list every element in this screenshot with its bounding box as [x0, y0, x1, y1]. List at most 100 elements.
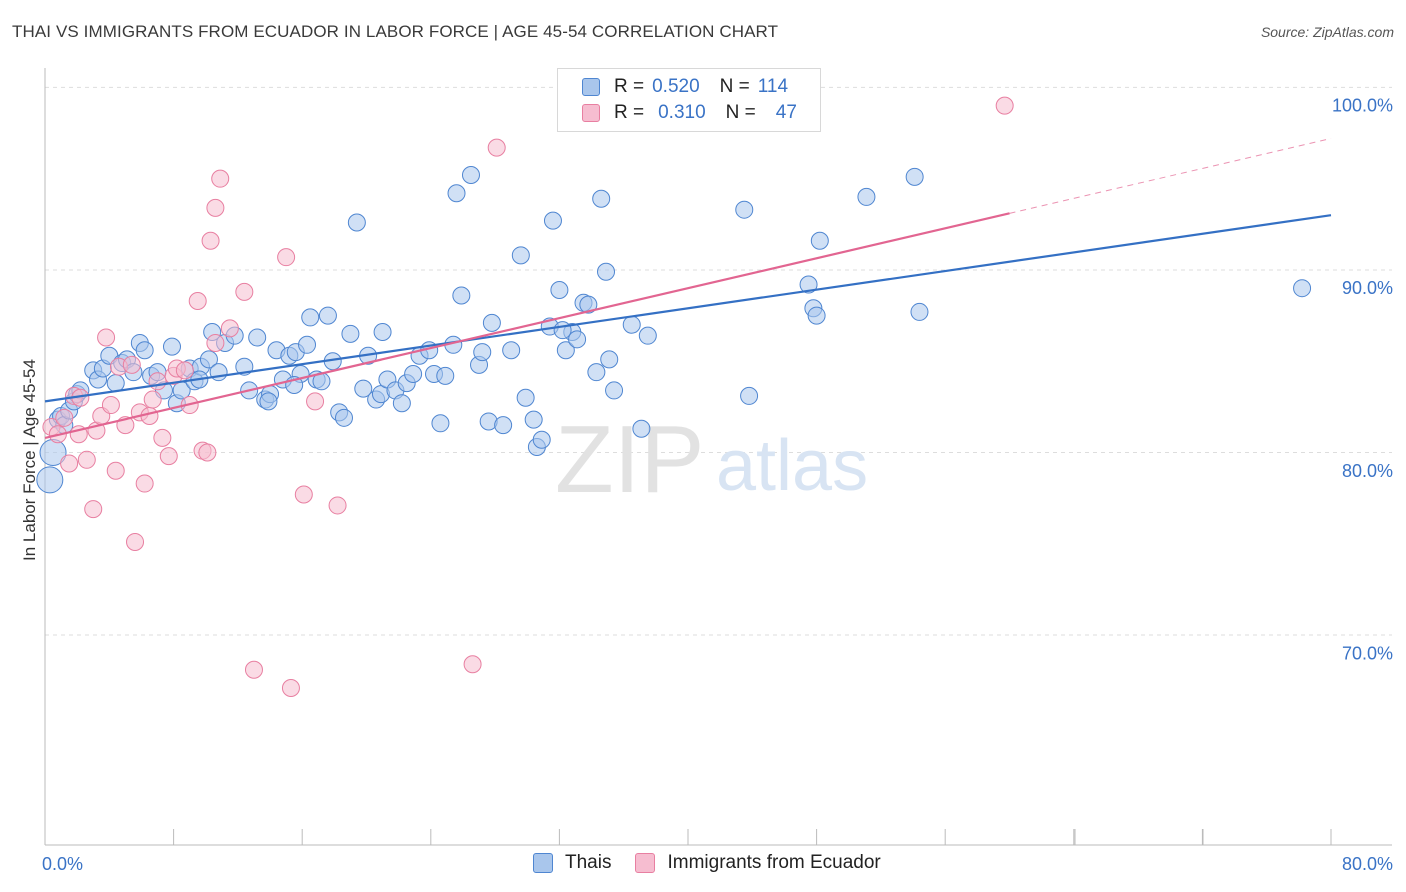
- thais-point: [199, 350, 218, 369]
- ecuador-point: [175, 361, 194, 380]
- ecuador-point: [463, 655, 482, 674]
- ecuador-point: [148, 372, 167, 391]
- thais-point: [36, 466, 64, 494]
- thais-point: [568, 330, 587, 349]
- series-legend: Thais Immigrants from Ecuador: [533, 852, 905, 874]
- legend-n-value: 47: [775, 102, 797, 123]
- ecuador-point: [106, 461, 125, 480]
- thais-point: [910, 302, 929, 321]
- watermark-zip: ZIP: [555, 406, 704, 513]
- legend-r-value: 0.520: [652, 76, 700, 97]
- ecuador-point: [55, 408, 74, 427]
- source-credit: Source: ZipAtlas.com: [1260, 24, 1394, 40]
- thais-point: [543, 211, 562, 230]
- ecuador-point: [281, 679, 300, 697]
- thais-point: [550, 281, 569, 300]
- thais-point: [740, 386, 759, 405]
- thais-points: [36, 96, 1312, 494]
- thais-point: [592, 189, 611, 208]
- thais-legend-swatch: [533, 853, 553, 873]
- thais-point: [556, 341, 575, 360]
- ecuador-point: [135, 474, 154, 493]
- thais-point: [341, 324, 360, 343]
- chart-title: THAI VS IMMIGRANTS FROM ECUADOR IN LABOR…: [12, 22, 779, 41]
- ecuador-point: [306, 392, 325, 411]
- y-tick-label: 100.0%: [1332, 96, 1393, 116]
- ecuador-point: [84, 500, 103, 519]
- thais-point: [524, 410, 543, 429]
- watermark-atlas: atlas: [716, 426, 868, 506]
- thais-point: [461, 166, 480, 185]
- ecuador-point: [487, 138, 506, 157]
- thais-point: [162, 337, 181, 356]
- thais-point: [135, 341, 154, 360]
- thais-point: [301, 308, 320, 327]
- thais-point: [502, 341, 521, 360]
- thais-point: [248, 328, 267, 347]
- thais-point: [600, 350, 619, 369]
- legend-item-ecuador: Immigrants from Ecuador: [635, 852, 881, 874]
- ecuador-point: [159, 447, 178, 466]
- thais-point: [436, 366, 455, 385]
- thais-point: [553, 321, 572, 340]
- thais-point: [473, 343, 492, 362]
- thais-point: [799, 275, 818, 294]
- legend-row-ecuador: R = 0.310 N = 47: [582, 101, 797, 125]
- ecuador-point: [277, 248, 296, 267]
- y-tick-label: 70.0%: [1342, 643, 1393, 663]
- ecuador-point: [244, 660, 263, 679]
- ecuador-point: [122, 355, 141, 374]
- thais-point: [587, 363, 606, 382]
- ecuador-point: [206, 198, 225, 217]
- ecuador-point: [328, 496, 347, 515]
- thais-point: [597, 262, 616, 281]
- legend-n-label: N =: [719, 76, 750, 97]
- thais-point: [482, 313, 501, 332]
- thais-point: [298, 335, 317, 354]
- thais-point: [638, 326, 657, 345]
- legend-n-value: 114: [757, 76, 789, 97]
- thais-point: [354, 379, 373, 398]
- legend-r-label: R =: [614, 76, 645, 97]
- ecuador-point: [995, 96, 1014, 115]
- thais-point: [452, 286, 471, 305]
- y-tick-label: 90.0%: [1342, 278, 1393, 298]
- thais-point: [373, 323, 392, 342]
- thais-point: [622, 315, 641, 334]
- thais-point: [579, 295, 598, 314]
- ecuador-legend-swatch: [635, 853, 656, 873]
- thais-point: [605, 381, 624, 400]
- thais-point: [735, 200, 754, 219]
- trend-lines: [44, 138, 1332, 439]
- ecuador-swatch: [582, 104, 600, 122]
- thais-point: [404, 365, 423, 383]
- x-tick-label: 0.0%: [42, 854, 83, 874]
- legend-r-label: R =: [614, 102, 645, 123]
- tick-labels: 100.0% 90.0% 80.0% 70.0% 0.0% 80.0%: [42, 96, 1393, 874]
- ecuador-point: [201, 231, 220, 250]
- thais-point: [259, 392, 278, 411]
- ecuador-trend-line: [44, 212, 1010, 439]
- thais-legend-label: Thais: [565, 852, 612, 873]
- thais-point: [392, 394, 411, 413]
- x-tick-label: 80.0%: [1342, 854, 1393, 874]
- ecuador-point: [188, 291, 207, 310]
- legend-n-label: N =: [725, 102, 756, 123]
- ecuador-point: [211, 169, 230, 188]
- watermark: ZIP atlas: [555, 406, 868, 513]
- thais-point: [532, 430, 551, 449]
- ecuador-point: [206, 333, 225, 352]
- thais-point: [516, 388, 535, 407]
- thais-point: [632, 419, 651, 438]
- ecuador-point: [97, 328, 116, 347]
- thais-trend-line: [44, 214, 1332, 403]
- legend-row-thais: R = 0.520 N = 114: [582, 75, 788, 99]
- ecuador-point: [235, 282, 254, 301]
- thais-point: [1293, 279, 1312, 298]
- correlation-legend: R = 0.520 N = 114 R = 0.310 N = 47: [557, 68, 821, 132]
- ecuador-trend-extension: [1009, 138, 1332, 214]
- thais-point: [494, 416, 513, 435]
- ecuador-point: [294, 485, 313, 504]
- ecuador-point: [77, 450, 96, 469]
